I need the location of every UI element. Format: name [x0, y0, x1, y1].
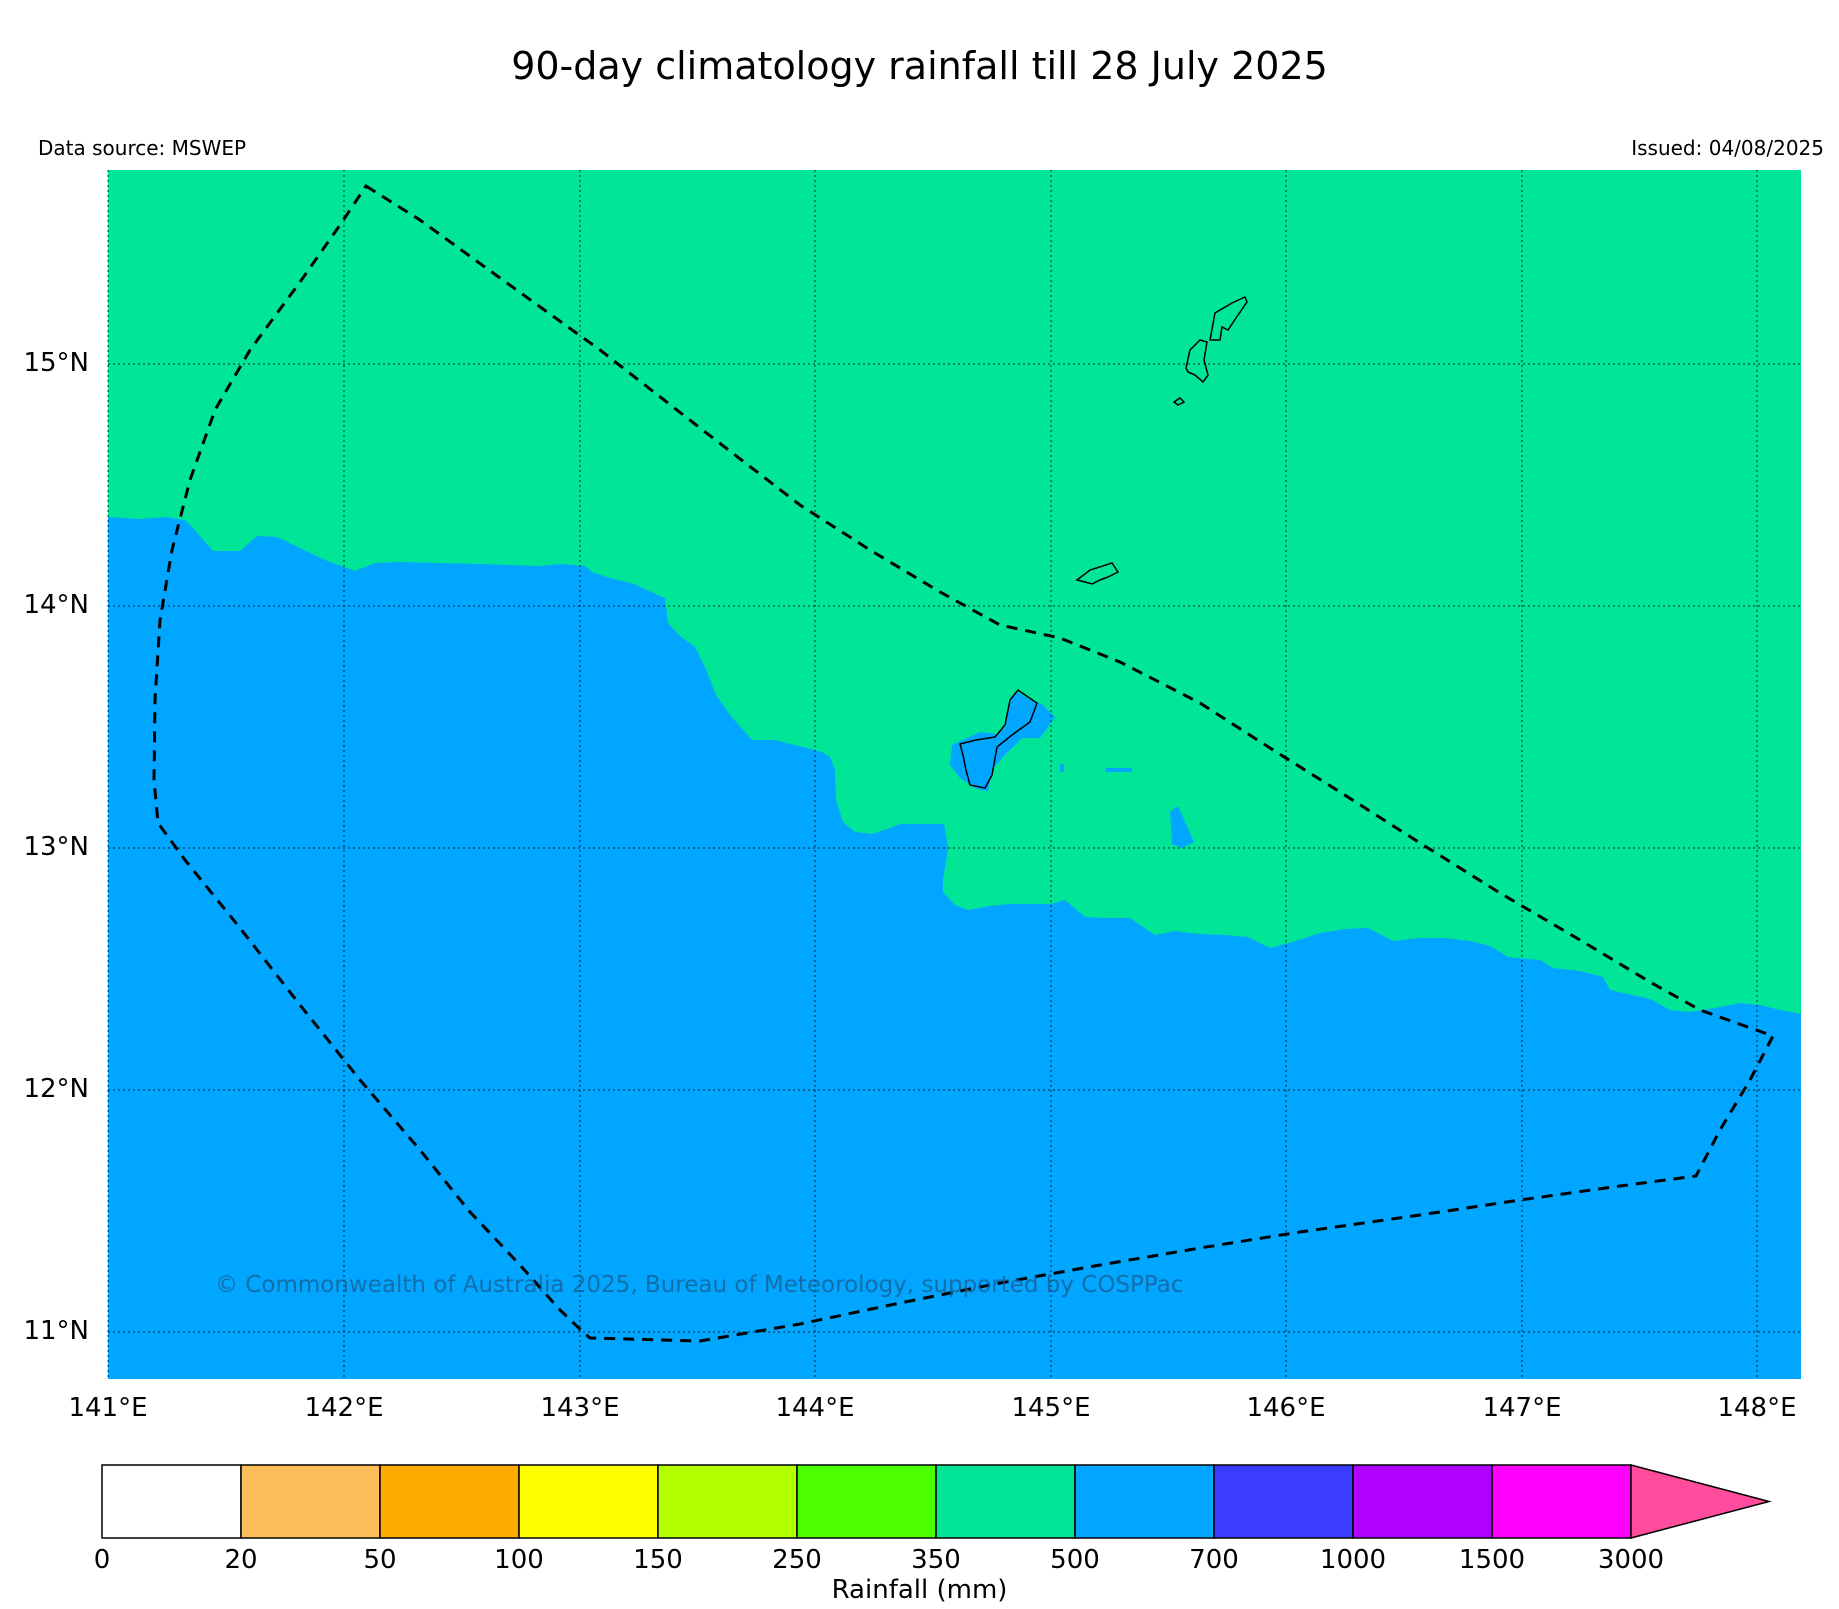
- colorbar-segment: [1213, 1464, 1354, 1539]
- lon-label-141e: 141°E: [68, 1393, 148, 1423]
- lon-label-148e: 148°E: [1717, 1393, 1797, 1423]
- colorbar-segment: [657, 1464, 798, 1539]
- lat-label-14n: 14°N: [23, 590, 89, 620]
- lon-label-145e: 145°E: [1011, 1393, 1091, 1423]
- colorbar-title: Rainfall (mm): [831, 1575, 1008, 1605]
- small-patch-2: [1106, 768, 1132, 772]
- colorbar-extend-arrow: [1630, 1464, 1772, 1539]
- map-title: 90-day climatology rainfall till 28 July…: [511, 44, 1328, 88]
- colorbar-tick-label: 250: [772, 1545, 822, 1575]
- lat-label-15n: 15°N: [23, 348, 89, 378]
- colorbar-tick-label: 1500: [1458, 1545, 1526, 1575]
- colorbar-tick-label: 150: [633, 1545, 683, 1575]
- guam-outline: [959, 688, 1038, 789]
- map-area: [107, 170, 1801, 1379]
- eez-boundary: [152, 183, 1776, 1343]
- small-patch-3: [1170, 806, 1194, 848]
- colorbar-segment: [1074, 1464, 1215, 1539]
- colorbar-tick-label: 50: [363, 1545, 397, 1575]
- colorbar-segment: [935, 1464, 1076, 1539]
- colorbar-segment: [379, 1464, 520, 1539]
- colorbar-tick-label: 0: [93, 1545, 111, 1575]
- colorbar-segment: [796, 1464, 937, 1539]
- data-source-label: Data source: MSWEP: [38, 136, 247, 160]
- lon-label-143e: 143°E: [540, 1393, 620, 1423]
- colorbar-segment: [101, 1464, 242, 1539]
- island-outlines: [959, 295, 1248, 789]
- colorbar-segment: [1491, 1464, 1632, 1539]
- lat-label-12n: 12°N: [23, 1074, 89, 1104]
- colorbar-segment: [240, 1464, 381, 1539]
- lon-label-146e: 146°E: [1246, 1393, 1326, 1423]
- lon-label-147e: 147°E: [1482, 1393, 1562, 1423]
- tinian-outline: [1172, 397, 1186, 406]
- colorbar-tick-label: 3000: [1597, 1545, 1665, 1575]
- colorbar-tick-label: 1000: [1319, 1545, 1387, 1575]
- colorbar-tick-label: 500: [1050, 1545, 1100, 1575]
- south-rainfall-zone: [108, 517, 1801, 1379]
- colorbar-tick-label: 20: [224, 1545, 258, 1575]
- lat-label-13n: 13°N: [23, 832, 89, 862]
- colorbar-segment: [518, 1464, 659, 1539]
- colorbar-tick-label: 350: [911, 1545, 961, 1575]
- gridlines: [107, 170, 1801, 1379]
- saipan-outline: [1185, 339, 1209, 384]
- lon-label-142e: 142°E: [304, 1393, 384, 1423]
- small-patch-1: [1060, 764, 1064, 772]
- rota-outline: [1075, 562, 1120, 585]
- copyright-notice: © Commonwealth of Australia 2025, Bureau…: [215, 1272, 1184, 1298]
- colorbar: [101, 1464, 1772, 1539]
- lon-label-144e: 144°E: [775, 1393, 855, 1423]
- lat-label-11n: 11°N: [23, 1316, 89, 1346]
- issued-date-label: Issued: 04/08/2025: [1631, 136, 1824, 160]
- aguijan-outline: [1209, 295, 1248, 341]
- colorbar-segment: [1352, 1464, 1493, 1539]
- colorbar-tick-label: 100: [494, 1545, 544, 1575]
- colorbar-tick-label: 700: [1189, 1545, 1239, 1575]
